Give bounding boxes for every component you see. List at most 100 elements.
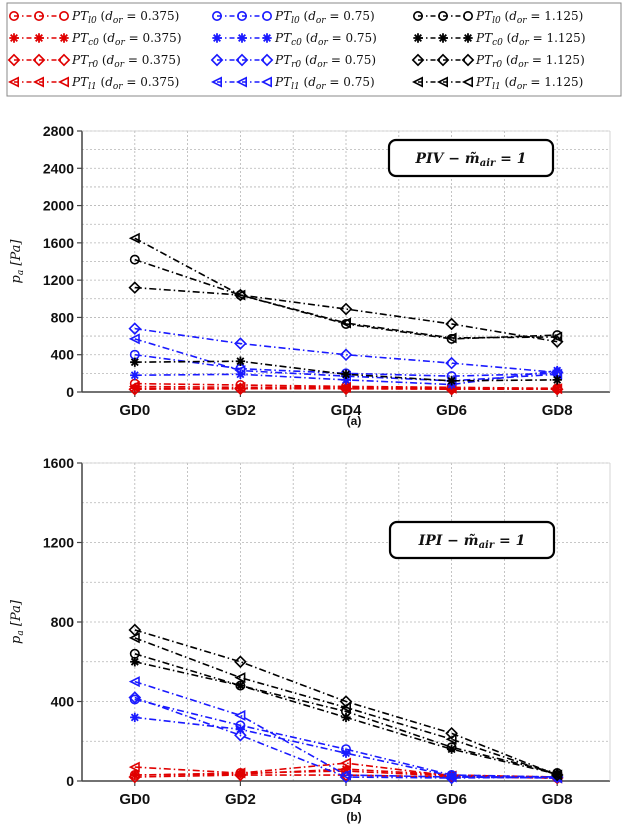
legend-item: PTl0 (dor = 1.125) [412,9,583,26]
legend-label: PTr0 (dor = 1.125) [475,53,585,70]
data-point [341,383,351,393]
x-tick-label: GD2 [225,402,256,419]
data-point [341,375,351,385]
data-point [130,357,140,367]
series-line [134,680,558,779]
data-point [552,365,562,376]
legend-item: PTl0 (dor = 0.75) [212,9,375,26]
legend-marker [237,11,248,21]
data-point [128,380,140,392]
legend-marker [463,33,473,43]
x-tick-label: GD6 [436,402,467,419]
annotation: PIV − m̃air = 1 [387,138,555,178]
data-point [234,728,247,742]
y-axis-label: pa [Pa] [9,239,26,284]
legend-marker [58,76,69,88]
legend-item: PTc0 (dor = 1.125) [413,31,586,48]
legend-marker [462,11,473,21]
series-line [134,360,558,382]
data-point [446,744,457,754]
legend-marker [412,76,424,88]
data-point [235,369,246,379]
legend-marker [59,33,69,43]
data-point [551,331,563,343]
data-point [341,748,351,758]
subtitle: (b) [346,810,361,824]
data-point [445,317,458,331]
legend-marker [262,33,272,43]
data-point [128,281,142,294]
legend-marker [57,53,71,67]
data-point [445,356,458,370]
series-line [134,327,558,374]
series [128,632,563,781]
data-point [552,769,562,779]
annotation: IPI − m̃air = 1 [388,520,556,560]
legend-label: PTl1 (dor = 0.75) [274,75,375,92]
legend-marker [237,33,247,43]
x-tick-label: GD0 [119,791,150,808]
legend-marker [58,11,69,21]
legend-label: PTl1 (dor = 1.125) [475,75,583,92]
data-point [234,672,246,684]
data-point [339,302,353,316]
data-point [234,289,246,301]
legend-marker [411,53,425,67]
annotation-text: PIV − m̃air = 1 [414,150,526,169]
series-line [134,338,558,382]
grid [82,462,610,781]
data-point [128,770,142,784]
legend-marker [260,53,274,67]
data-point [552,375,562,385]
series-line [134,258,558,340]
data-point [341,712,351,723]
y-tick-label: 2000 [43,198,74,214]
series-line [134,637,558,776]
data-point [234,381,246,393]
legend-marker [436,53,450,67]
legend-label: PTl0 (dor = 0.375) [71,9,179,26]
series-line [134,653,558,774]
y-tick-label: 1600 [43,455,74,471]
legend-marker [412,11,423,21]
legend-marker [236,76,247,88]
legend-label: PTl1 (dor = 0.375) [71,75,179,92]
series [130,356,562,386]
legend-marker [212,11,223,21]
legend-item: PTr0 (dor = 0.75) [210,53,376,70]
y-tick-label: 1600 [43,235,74,251]
series-line [134,629,558,776]
legend-item: PTc0 (dor = 0.375) [9,31,182,48]
data-point [551,769,563,781]
data-point [235,680,246,691]
legend-label: PTl0 (dor = 1.125) [475,9,583,26]
data-point [445,726,458,740]
chart-a: 0 400 800 1200 1600 2000 2400 2800 GD0 GD2 GD4 GD6 G… [9,123,611,428]
data-point [234,337,247,350]
legend-marker [261,11,272,21]
legend-label: PTc0 (dor = 1.125) [475,31,586,48]
data-point [446,771,457,781]
data-point [130,657,140,667]
legend-item: PTr0 (dor = 1.125) [411,53,585,70]
legend-marker [462,76,474,88]
series [128,232,563,344]
data-point [445,733,457,745]
legend-marker [212,33,222,43]
data-point [339,348,353,362]
legend-marker [9,11,19,21]
x-tick-label: GD6 [436,791,467,808]
data-point [340,381,352,393]
data-point [128,761,140,773]
legend-label: PTr0 (dor = 0.375) [71,53,181,70]
legend-marker [437,11,448,21]
data-point [234,767,246,779]
data-point [340,757,352,769]
legend-marker [7,53,21,67]
data-point [446,376,457,386]
data-point [445,771,457,783]
x-tick-label: GD4 [331,402,363,419]
legend-label: PTc0 (dor = 0.75) [274,31,377,48]
data-point [234,709,246,721]
legend-label: PTl0 (dor = 0.75) [274,9,375,26]
